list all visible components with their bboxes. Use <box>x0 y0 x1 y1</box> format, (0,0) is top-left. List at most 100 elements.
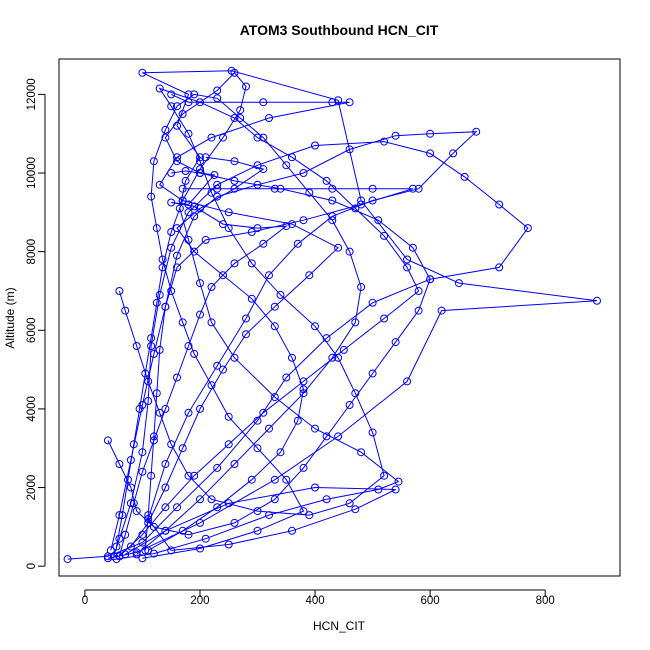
data-point <box>132 507 141 516</box>
plot-area <box>63 66 601 564</box>
data-point <box>328 98 337 107</box>
data-point <box>178 526 187 535</box>
data-point <box>253 133 262 142</box>
data-point <box>196 495 204 504</box>
data-point <box>259 239 268 248</box>
data-point <box>152 298 161 307</box>
data-point <box>144 546 153 555</box>
data-point <box>282 373 291 382</box>
data-point <box>219 365 227 374</box>
data-point <box>147 192 156 201</box>
data-point <box>196 544 204 553</box>
data-point <box>138 448 147 457</box>
data-point <box>132 342 141 350</box>
data-point <box>230 68 239 77</box>
data-point <box>328 216 337 225</box>
data-point <box>334 353 343 362</box>
data-point <box>351 318 360 327</box>
data-point <box>207 283 216 291</box>
data-point <box>144 397 153 405</box>
data-point <box>311 141 319 150</box>
data-point <box>167 102 176 111</box>
data-point <box>149 436 158 445</box>
data-point <box>288 153 296 162</box>
data-point <box>173 102 181 111</box>
data-point <box>173 373 181 382</box>
data-point <box>103 436 112 445</box>
data-point <box>196 279 204 288</box>
data-point <box>259 133 268 142</box>
data-point <box>305 271 314 280</box>
data-point <box>135 404 144 413</box>
data-point <box>112 542 121 551</box>
data-point <box>173 157 181 166</box>
data-point <box>213 503 222 512</box>
data-point <box>173 503 181 512</box>
data-point <box>270 184 279 193</box>
data-point <box>184 129 193 138</box>
data-point <box>380 314 389 323</box>
y-tick-label: 2000 <box>26 475 38 501</box>
data-point <box>106 546 115 555</box>
data-point <box>270 475 279 484</box>
data-point <box>282 161 291 170</box>
data-point <box>161 526 170 535</box>
data-point <box>270 302 279 311</box>
data-point <box>115 534 124 543</box>
data-point <box>299 507 308 516</box>
data-point <box>426 275 435 284</box>
data-point <box>299 377 308 386</box>
data-point <box>247 294 256 303</box>
data-point <box>299 216 308 225</box>
data-point <box>368 298 377 307</box>
data-point <box>437 306 446 315</box>
data-point <box>190 471 199 480</box>
data-point <box>173 224 181 233</box>
data-point <box>213 184 222 193</box>
data-point <box>184 408 193 417</box>
data-point <box>144 377 153 386</box>
data-point <box>242 330 250 339</box>
data-point <box>224 540 233 549</box>
data-point <box>207 133 216 142</box>
data-point <box>593 296 601 305</box>
x-axis: 0 200 400 600 800 <box>82 589 555 607</box>
data-point <box>167 198 176 207</box>
data-point <box>247 475 256 484</box>
data-point <box>155 290 164 299</box>
data-point <box>161 302 170 311</box>
data-point <box>328 353 337 362</box>
data-point <box>247 259 256 268</box>
data-point <box>368 196 377 205</box>
data-point <box>288 353 296 362</box>
data-point <box>391 131 400 140</box>
data-point <box>282 475 291 484</box>
data-point <box>270 495 279 504</box>
data-point <box>408 243 417 252</box>
data-point <box>454 279 463 288</box>
data-point <box>144 511 153 520</box>
data-point <box>253 161 262 170</box>
data-point <box>103 554 112 563</box>
data-point <box>495 263 504 272</box>
data-point <box>299 385 308 394</box>
data-point <box>147 334 156 343</box>
y-axis-label: Altitude (m) <box>3 287 17 348</box>
data-point <box>414 306 423 315</box>
data-point <box>253 444 262 453</box>
data-point <box>328 184 337 193</box>
data-point <box>132 548 141 557</box>
data-point <box>184 530 193 539</box>
data-point <box>265 271 273 280</box>
data-point <box>380 471 389 480</box>
data-point <box>213 361 222 370</box>
data-point <box>265 114 273 122</box>
data-point <box>138 467 147 476</box>
chart-title: ATOM3 Southbound HCN_CIT <box>240 22 439 38</box>
data-point <box>380 137 389 146</box>
data-point <box>351 505 360 514</box>
data-point <box>149 157 158 166</box>
data-point <box>181 176 190 185</box>
data-point <box>178 110 187 118</box>
